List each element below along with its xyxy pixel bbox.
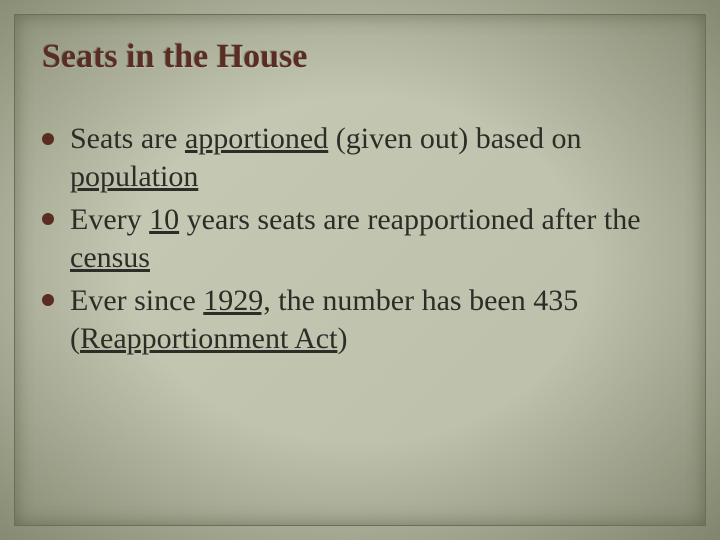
text-segment: )	[337, 322, 347, 355]
text-segment: population	[70, 160, 198, 193]
text-segment: Seats are	[70, 122, 185, 155]
text-segment: Every	[70, 203, 149, 236]
bullet-item: Every 10 years seats are reapportioned a…	[42, 201, 678, 278]
slide-body: Seats are apportioned (given out) based …	[42, 120, 678, 362]
text-segment: years seats are reapportioned after the	[179, 203, 640, 236]
bullet-item: Seats are apportioned (given out) based …	[42, 120, 678, 197]
bullet-item: Ever since 1929, the number has been 435…	[42, 282, 678, 359]
text-segment: apportioned	[185, 122, 328, 155]
text-segment: 1929,	[203, 284, 271, 317]
text-segment: Ever since	[70, 284, 203, 317]
slide: Seats in the House Seats are apportioned…	[0, 0, 720, 540]
bullet-list: Seats are apportioned (given out) based …	[42, 120, 678, 358]
text-segment: Reapportionment Act	[80, 322, 337, 355]
text-segment: (given out) based on	[328, 122, 581, 155]
text-segment: 10	[149, 203, 179, 236]
slide-title: Seats in the House	[42, 38, 307, 76]
text-segment: census	[70, 241, 150, 274]
